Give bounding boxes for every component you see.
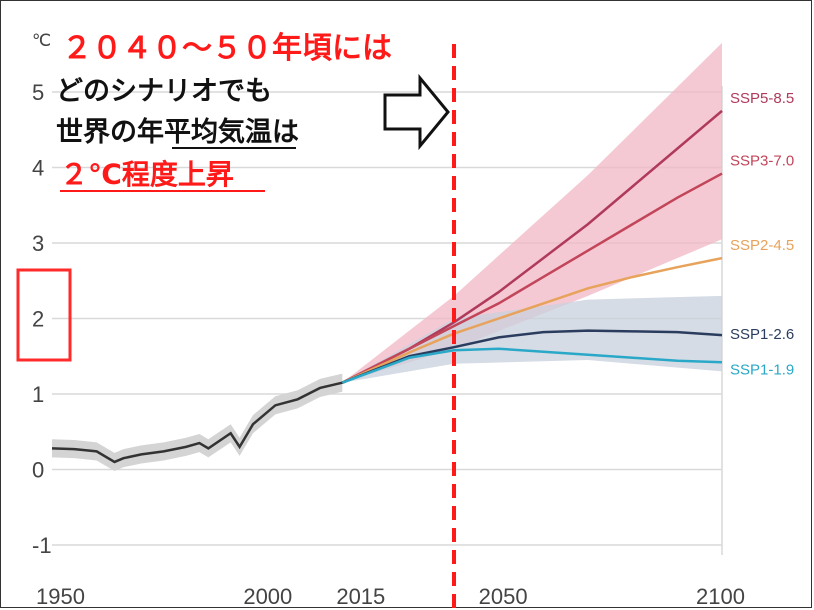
- series-line-ssp1-2-6: [341, 329, 723, 384]
- y-axis-ticks: -1 0 1 2 3 4 5: [32, 80, 52, 558]
- historical-range-band: [52, 373, 343, 472]
- scenario-series: [341, 109, 723, 384]
- historical-line: [51, 381, 343, 464]
- y-tick-label: -1: [32, 533, 52, 558]
- y-unit-label: ℃: [32, 31, 51, 50]
- x-tick-label: 1950: [36, 584, 85, 609]
- x-tick-label: 2000: [243, 584, 292, 609]
- series-label-ssp1-2-6: SSP1-2.6: [730, 326, 794, 343]
- x-tick-label: 2050: [479, 584, 528, 609]
- y-tick-label: 3: [32, 231, 44, 256]
- series-line-ssp3-7-0: [341, 172, 723, 384]
- annotation-line-2: どのシナリオでも: [56, 76, 272, 107]
- x-axis-ticks: 1950 2000 2015 2050 2100: [36, 584, 745, 609]
- series-line-ssp1-1-9: [341, 347, 723, 384]
- right-arrow-icon: [383, 73, 450, 151]
- y-tick-label: 0: [32, 458, 44, 483]
- y-tick-label: 2: [32, 307, 44, 332]
- range-band: [342, 295, 722, 383]
- x-tick-label: 2100: [696, 584, 745, 609]
- annotation-line-4: ２℃程度上昇: [60, 158, 234, 191]
- highlight-2c-box: [16, 268, 72, 362]
- uncertainty-bands: [342, 42, 722, 383]
- series-labels: SSP5-8.5 SSP3-7.0 SSP2-4.5 SSP1-2.6 SSP1-1.9: [730, 90, 794, 378]
- y-tick-label: 1: [32, 382, 44, 407]
- annotation-line-3: 世界の年平均気温は: [56, 116, 299, 148]
- series-label-ssp2-4-5: SSP2-4.5: [730, 237, 794, 254]
- annotation-line-1: ２０４０～５０年頃には: [62, 31, 392, 66]
- series-label-ssp1-1-9: SSP1-1.9: [730, 361, 794, 378]
- y-tick-label: 5: [32, 80, 44, 105]
- historical-series: [51, 373, 343, 472]
- y-tick-label: 4: [32, 156, 44, 181]
- series-line-ssp2-4-5: [341, 256, 723, 384]
- series-label-ssp3-7-0: SSP3-7.0: [730, 153, 794, 170]
- series-label-ssp5-8-5: SSP5-8.5: [730, 90, 794, 107]
- x-tick-label: 2015: [336, 584, 385, 609]
